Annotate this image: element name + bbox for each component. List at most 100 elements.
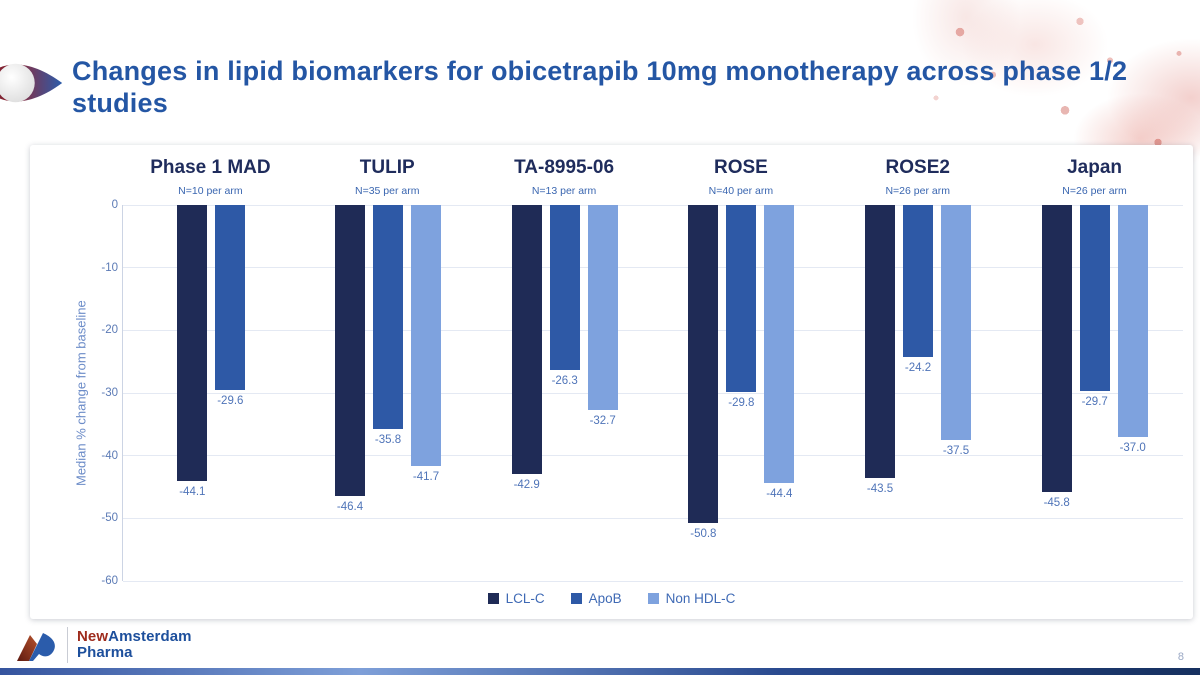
bar-value-label: -50.8 — [690, 528, 717, 541]
bar-column: -35.8 — [373, 205, 403, 581]
bar-lcl-c — [177, 205, 208, 482]
bar-value-label: -42.9 — [513, 478, 540, 491]
y-axis-tick-label: 0 — [111, 199, 118, 211]
bar-value-label: -29.6 — [217, 395, 244, 408]
bar-apob — [549, 205, 580, 370]
bar-lcl-c — [1041, 205, 1072, 492]
group-title: TA-8995-06 — [514, 157, 615, 178]
group-title: TULIP — [359, 157, 415, 178]
bar-group: -42.9 -26.3 -32.7 — [476, 205, 653, 581]
logo-word-pharma: Pharma — [77, 644, 133, 661]
bar-column: -24.2 — [903, 205, 934, 581]
bar-group: -44.1 -29.6 — [123, 205, 300, 581]
bar-non-hdl-c — [587, 205, 618, 410]
page-number: 8 — [1177, 651, 1184, 663]
bar-apob — [903, 205, 934, 357]
slide-title: Changes in lipid biomarkers for obicetra… — [72, 56, 1128, 119]
bar-value-label: -29.8 — [728, 396, 755, 409]
y-axis-tick-label: -10 — [101, 261, 118, 274]
bar-group: -50.8 -29.8 -44.4 — [653, 205, 830, 581]
bar-lcl-c — [688, 205, 719, 524]
bar-column: -44.4 — [764, 205, 795, 581]
eye-icon — [0, 63, 63, 103]
bar-non-hdl-c — [411, 205, 441, 467]
legend-swatch-icon — [647, 593, 659, 604]
bar-apob — [373, 205, 403, 430]
group-sample-size: N=35 per arm — [354, 185, 420, 197]
group-sample-size: N=40 per arm — [708, 185, 774, 197]
group-sample-size: N=10 per arm — [178, 185, 243, 197]
company-logo: NewAmsterdam Pharma — [16, 627, 192, 663]
chart-card: Phase 1 MAD N=10 per arm TULIP N=35 per arm… — [30, 145, 1193, 619]
gridline — [123, 517, 1183, 519]
bar-column: -41.7 — [411, 205, 441, 581]
bottom-accent-bar — [0, 668, 1200, 675]
bar-value-label: -37.0 — [1119, 441, 1146, 454]
bar-lcl-c — [335, 205, 365, 496]
bar-lcl-c — [511, 205, 542, 474]
legend-label: ApoB — [588, 591, 622, 606]
y-axis-ticks: 0 -10 -20 -30 -40 -50 -60 — [86, 199, 118, 587]
bar-apob — [215, 205, 246, 391]
bar-value-label: -26.3 — [551, 374, 578, 387]
gridline — [123, 329, 1183, 331]
group-header: TA-8995-06 N=13 per arm — [476, 157, 653, 197]
bar-value-label: -44.1 — [179, 486, 206, 499]
bar-value-label: -32.7 — [589, 414, 616, 427]
logo-divider — [67, 627, 68, 663]
bar-non-hdl-c — [764, 205, 795, 484]
bar-non-hdl-c — [1117, 205, 1148, 437]
group-header: Japan N=26 per arm — [1006, 157, 1183, 197]
gridline — [123, 204, 1183, 206]
bar-apob — [1079, 205, 1110, 392]
group-title: ROSE2 — [885, 157, 950, 178]
bar-column: -37.0 — [1117, 205, 1148, 581]
group-header: Phase 1 MAD N=10 per arm — [122, 157, 299, 197]
bar-value-label: -37.5 — [942, 445, 970, 457]
bar-group: -46.4 -35.8 -41.7 — [300, 205, 477, 581]
legend-swatch-icon — [570, 593, 582, 604]
y-axis-tick-label: -30 — [101, 387, 118, 399]
logo-mark-icon — [17, 633, 55, 661]
bar-value-label: -41.7 — [412, 471, 440, 484]
bar-value-label: -44.4 — [766, 488, 793, 501]
group-sample-size: N=26 per arm — [885, 185, 950, 197]
group-sample-size: N=13 per arm — [531, 185, 597, 197]
bar-value-label: -43.5 — [866, 482, 894, 495]
logo-word-new: New — [77, 627, 109, 645]
y-axis-tick-label: -50 — [101, 512, 118, 525]
bar-column: -43.5 — [865, 205, 896, 581]
bar-column: -50.8 — [688, 205, 719, 581]
bar-value-label: -24.2 — [904, 361, 932, 374]
group-title: Japan — [1067, 157, 1123, 178]
bar-group: -43.5 -24.2 -37.5 — [830, 205, 1007, 581]
bars-row: -44.1 -29.6 -46.4 -35.8 -41.7 -42.9 -26.3 -32.7… — [123, 205, 1183, 581]
legend-label: Non HDL-C — [665, 591, 736, 606]
bar-value-label: -45.8 — [1043, 497, 1070, 509]
bar-value-label: -46.4 — [336, 500, 364, 513]
bar-group: -45.8 -29.7 -37.0 — [1006, 205, 1183, 581]
bar-column: -44.1 — [177, 205, 208, 581]
logo-text: NewAmsterdam Pharma — [77, 627, 192, 662]
legend-item: Non HDL-C — [647, 591, 736, 606]
bar-column: -29.8 — [726, 205, 757, 581]
gridline — [123, 267, 1183, 269]
chart-legend: LCL-C ApoB Non HDL-C — [30, 591, 1193, 606]
group-header: TULIP N=35 per arm — [299, 157, 476, 197]
group-title: ROSE — [713, 157, 768, 178]
y-axis-tick-label: -60 — [101, 575, 118, 587]
gridline — [123, 392, 1183, 394]
bar-non-hdl-c — [941, 205, 972, 440]
legend-item: ApoB — [570, 591, 622, 606]
legend-label: LCL-C — [505, 591, 545, 606]
plot-area: -44.1 -29.6 -46.4 -35.8 -41.7 -42.9 -26.3 -32.7… — [122, 204, 1183, 582]
bar-column: -42.9 — [511, 205, 542, 581]
bar-column: -45.8 — [1041, 205, 1072, 581]
bar-column: -26.3 — [549, 205, 580, 581]
y-axis-tick-label: -40 — [101, 449, 118, 462]
logo-word-amsterdam: Amsterdam — [108, 627, 192, 645]
group-header: ROSE N=40 per arm — [652, 157, 829, 197]
gridline — [123, 455, 1183, 457]
legend-item: LCL-C — [487, 591, 545, 606]
bar-value-label: -35.8 — [374, 434, 402, 447]
